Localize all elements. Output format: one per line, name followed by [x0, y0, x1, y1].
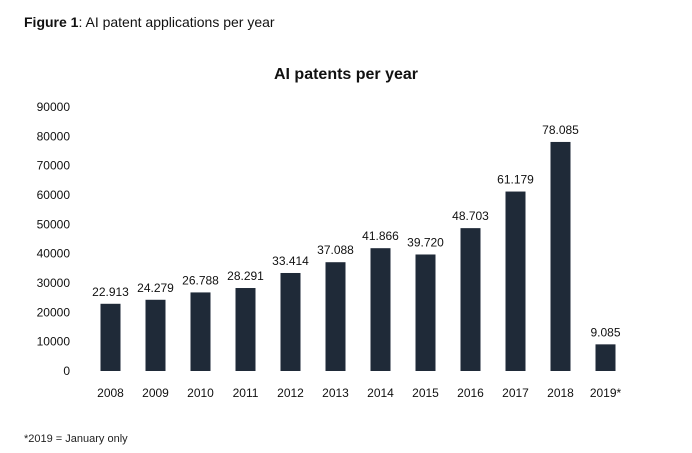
x-tick-label: 2015	[412, 386, 439, 400]
bar	[415, 254, 436, 371]
data-label: 39.720	[407, 235, 444, 249]
data-label: 28.291	[227, 269, 264, 283]
data-label: 24.279	[137, 281, 174, 295]
y-tick-label: 50000	[37, 217, 71, 231]
y-tick-label: 20000	[37, 305, 71, 319]
data-label: 22.913	[92, 285, 129, 299]
y-tick-label: 0	[63, 364, 70, 378]
y-tick-label: 90000	[37, 100, 71, 114]
x-tick-label: 2019*	[590, 386, 622, 400]
data-label: 33.414	[272, 254, 309, 268]
bar	[190, 292, 211, 371]
bar	[100, 303, 121, 371]
y-tick-label: 70000	[37, 159, 71, 173]
x-tick-label: 2013	[322, 386, 349, 400]
bar	[280, 272, 301, 371]
bar	[370, 248, 391, 371]
bar	[595, 344, 616, 371]
x-tick-label: 2016	[457, 386, 484, 400]
bar	[145, 299, 166, 371]
y-tick-label: 80000	[37, 129, 71, 143]
data-label: 61.179	[497, 173, 534, 187]
bar	[325, 262, 346, 371]
data-label: 9.085	[590, 325, 620, 339]
data-label: 37.088	[317, 243, 354, 257]
bar	[550, 141, 571, 371]
y-tick-label: 60000	[37, 188, 71, 202]
figure-caption: Figure 1: AI patent applications per yea…	[24, 14, 275, 30]
x-tick-label: 2017	[502, 386, 529, 400]
x-tick-label: 2012	[277, 386, 304, 400]
data-label: 48.703	[452, 209, 489, 223]
x-tick-label: 2009	[142, 386, 169, 400]
figure-label: Figure 1	[24, 14, 79, 30]
data-label: 78.085	[542, 123, 579, 137]
x-tick-label: 2014	[367, 386, 394, 400]
bar	[505, 191, 526, 371]
x-tick-label: 2018	[547, 386, 574, 400]
bar	[235, 288, 256, 371]
x-tick-label: 2011	[233, 386, 259, 400]
y-tick-label: 10000	[37, 335, 71, 349]
footnote: *2019 = January only	[24, 433, 128, 445]
x-tick-label: 2010	[187, 386, 214, 400]
bar	[460, 228, 481, 371]
chart-title: AI patents per year	[273, 66, 419, 83]
x-tick-label: 2008	[97, 386, 124, 400]
y-tick-label: 40000	[37, 247, 71, 261]
figure-caption-text: : AI patent applications per year	[78, 14, 275, 30]
data-label: 41.866	[362, 229, 399, 243]
data-label: 26.788	[182, 273, 219, 287]
y-tick-label: 30000	[37, 276, 71, 290]
